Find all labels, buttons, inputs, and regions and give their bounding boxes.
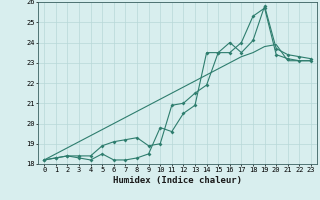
X-axis label: Humidex (Indice chaleur): Humidex (Indice chaleur) xyxy=(113,176,242,185)
